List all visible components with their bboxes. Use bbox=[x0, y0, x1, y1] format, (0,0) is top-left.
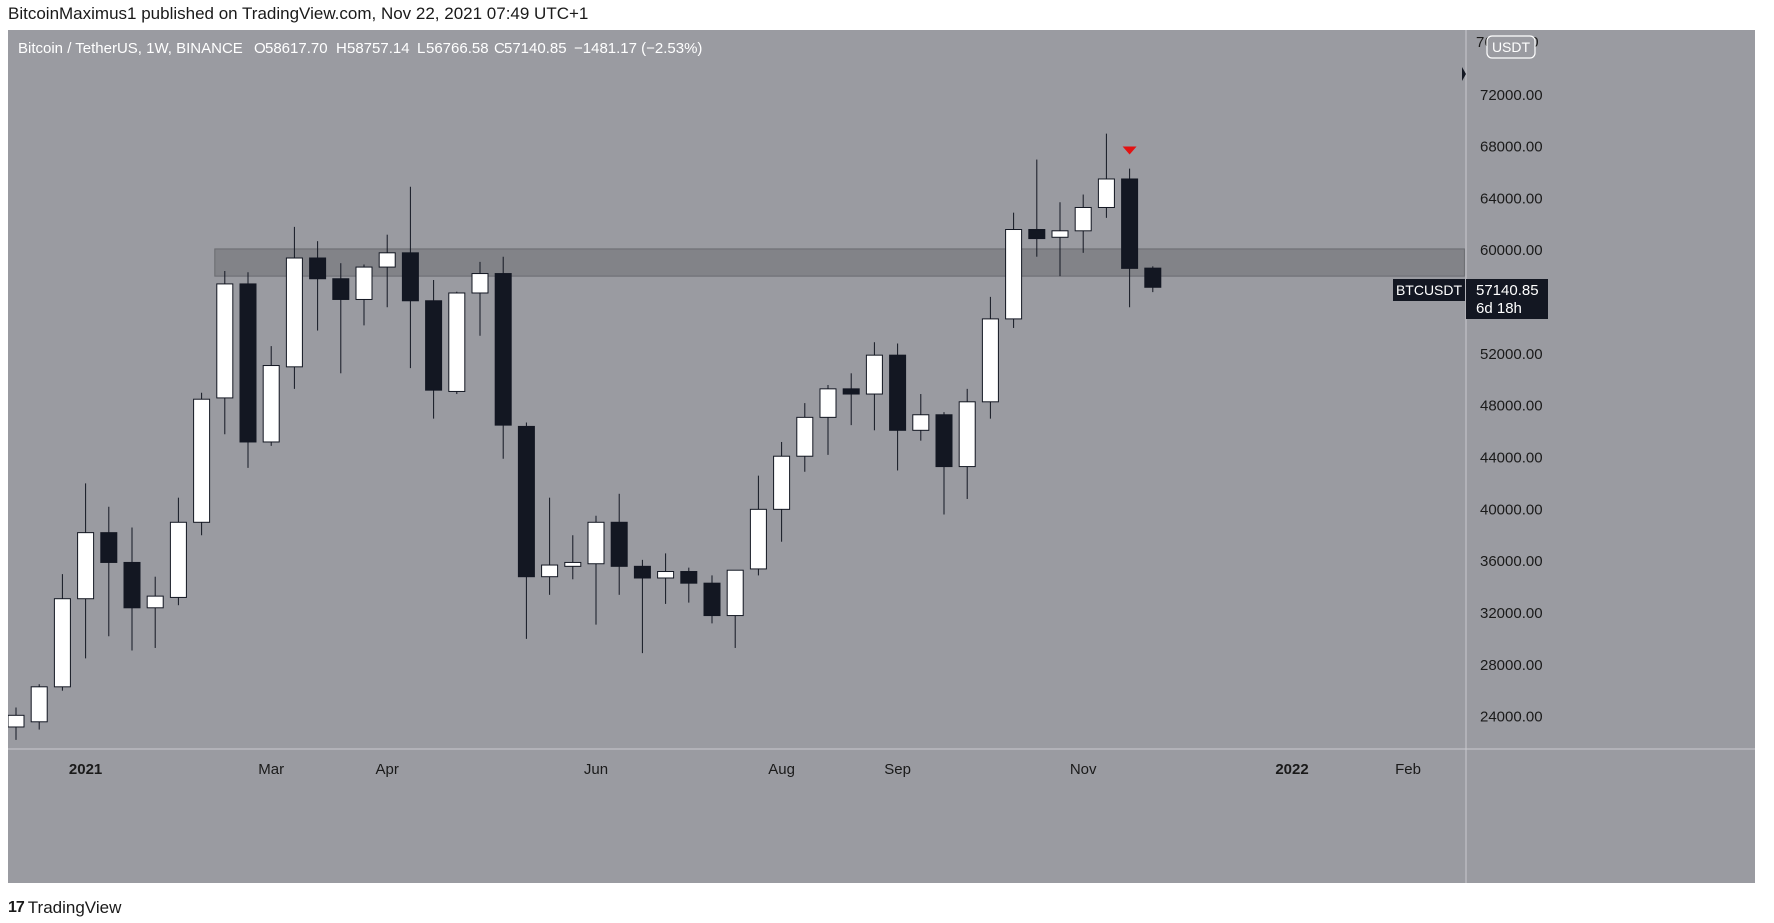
legend-open-value: 58617.70 bbox=[265, 40, 328, 57]
candle-body-bullish[interactable] bbox=[471, 273, 489, 294]
time-axis-background[interactable] bbox=[8, 749, 1755, 883]
price-axis-tick-label: 24000.00 bbox=[1480, 709, 1543, 726]
currency-badge[interactable]: USDT bbox=[1492, 39, 1531, 55]
candle-body-bearish[interactable] bbox=[123, 561, 141, 609]
price-axis-tick-label: 68000.00 bbox=[1480, 139, 1543, 156]
candle-body-bullish[interactable] bbox=[169, 521, 187, 598]
candle-body-bullish[interactable] bbox=[448, 292, 466, 392]
legend-low-label: L bbox=[417, 40, 425, 57]
last-price-countdown: 6d 18h bbox=[1476, 300, 1522, 317]
candle-body-bearish[interactable] bbox=[1028, 229, 1046, 240]
candle-body-bullish[interactable] bbox=[146, 595, 164, 609]
publisher-line: BitcoinMaximus1 published on TradingView… bbox=[8, 4, 589, 23]
price-axis-tick-label: 48000.00 bbox=[1480, 398, 1543, 415]
candle-body-bullish[interactable] bbox=[378, 252, 396, 268]
candle-body-bullish[interactable] bbox=[355, 266, 373, 300]
time-axis-label: Feb bbox=[1395, 761, 1421, 778]
legend-open-label: O bbox=[254, 40, 266, 57]
price-axis-tick-label: 36000.00 bbox=[1480, 553, 1543, 570]
axis-scroll-arrow-icon bbox=[1462, 67, 1466, 81]
candle-body-bearish[interactable] bbox=[332, 278, 350, 300]
tradingview-footer[interactable]: 17 TradingView bbox=[8, 898, 121, 918]
last-price-box bbox=[1466, 279, 1548, 319]
price-axis-tick-label: 44000.00 bbox=[1480, 450, 1543, 467]
candle-body-bullish[interactable] bbox=[53, 598, 71, 688]
price-axis-tick-label: 64000.00 bbox=[1480, 190, 1543, 207]
candle-body-bullish[interactable] bbox=[77, 532, 95, 600]
legend-change: −1481.17 (−2.53%) bbox=[574, 40, 702, 57]
currency-badge-box[interactable] bbox=[1486, 35, 1536, 59]
legend-high-label: H bbox=[336, 40, 347, 57]
candle-body-bearish[interactable] bbox=[401, 252, 419, 302]
sell-signal-marker-icon[interactable] bbox=[1122, 146, 1137, 155]
legend-low-value: 56766.58 bbox=[426, 40, 489, 57]
legend-symbol: Bitcoin / TetherUS, 1W, BINANCE bbox=[18, 40, 243, 57]
candle-body-bullish[interactable] bbox=[773, 455, 791, 510]
time-axis-label: Nov bbox=[1070, 761, 1097, 778]
price-axis-tick-label: 72000.00 bbox=[1480, 87, 1543, 104]
last-price-value: 57140.85 bbox=[1476, 282, 1539, 299]
candle-body-bullish[interactable] bbox=[1097, 178, 1115, 208]
candle-body-bearish[interactable] bbox=[517, 425, 535, 578]
candle-body-bullish[interactable] bbox=[193, 398, 211, 523]
ticker-tag-box bbox=[1393, 279, 1465, 301]
candle-body-bearish[interactable] bbox=[680, 571, 698, 584]
candle-body-bearish[interactable] bbox=[1121, 178, 1139, 269]
tradingview-logo-icon: 17 bbox=[8, 899, 25, 916]
candle-body-bearish[interactable] bbox=[842, 388, 860, 395]
candle-body-bullish[interactable] bbox=[912, 414, 930, 431]
candle-body-bearish[interactable] bbox=[1144, 267, 1162, 288]
price-axis-tick-label: 60000.00 bbox=[1480, 242, 1543, 259]
candle-body-bearish[interactable] bbox=[935, 414, 953, 468]
tradingview-brand: TradingView bbox=[27, 898, 122, 917]
candle-body-bearish[interactable] bbox=[633, 565, 651, 579]
time-axis-label: Mar bbox=[258, 761, 284, 778]
time-axis-label: 2022 bbox=[1275, 761, 1308, 778]
candle-body-bullish[interactable] bbox=[819, 388, 837, 418]
candle-body-bearish[interactable] bbox=[309, 257, 327, 280]
candle-body-bearish[interactable] bbox=[100, 532, 118, 563]
candle-body-bearish[interactable] bbox=[610, 521, 628, 567]
price-axis-tick-label: 32000.00 bbox=[1480, 605, 1543, 622]
candle-body-bullish[interactable] bbox=[726, 569, 744, 617]
candle-body-bullish[interactable] bbox=[8, 714, 25, 728]
candle-body-bullish[interactable] bbox=[958, 401, 976, 468]
candle-body-bullish[interactable] bbox=[216, 283, 234, 399]
legend-high-value: 58757.14 bbox=[347, 40, 410, 57]
candle-body-bearish[interactable] bbox=[239, 283, 257, 443]
chart-frame[interactable]: 24000.00 28000.00 32000.00 36000.00 40000.00… bbox=[8, 30, 1755, 883]
candle-body-bearish[interactable] bbox=[889, 354, 907, 431]
ticker-tag: BTCUSDT bbox=[1396, 282, 1463, 298]
time-axis-label: Aug bbox=[768, 761, 795, 778]
candle-body-bullish[interactable] bbox=[981, 318, 999, 403]
candle-body-bullish[interactable] bbox=[865, 354, 883, 395]
time-axis-label: 2021 bbox=[69, 761, 102, 778]
resistance-zone[interactable] bbox=[214, 248, 1465, 277]
candle-body-bullish[interactable] bbox=[262, 365, 280, 443]
candle-body-bullish[interactable] bbox=[541, 564, 559, 578]
time-axis-label: Apr bbox=[376, 761, 399, 778]
candle-body-bullish[interactable] bbox=[587, 521, 605, 565]
candle-body-bullish[interactable] bbox=[285, 257, 303, 368]
price-axis-tick-label: 40000.00 bbox=[1480, 501, 1543, 518]
candle-body-bullish[interactable] bbox=[30, 686, 48, 723]
legend-close-value: 57140.85 bbox=[504, 40, 567, 57]
candle-body-bearish[interactable] bbox=[703, 582, 721, 617]
price-axis-tick-label: 52000.00 bbox=[1480, 346, 1543, 363]
legend-close-label: C bbox=[494, 40, 505, 57]
price-axis-background[interactable] bbox=[1466, 30, 1755, 749]
candle-body-bullish[interactable] bbox=[1074, 206, 1092, 232]
time-axis-label: Sep bbox=[884, 761, 911, 778]
candle-body-bullish[interactable] bbox=[564, 561, 582, 567]
candle-body-bearish[interactable] bbox=[494, 273, 512, 426]
candle-body-bullish[interactable] bbox=[749, 508, 767, 570]
candle-body-bullish[interactable] bbox=[657, 571, 675, 579]
candle-body-bullish[interactable] bbox=[1051, 230, 1069, 238]
time-axis-label: Jun bbox=[584, 761, 608, 778]
price-axis-tick-label: 28000.00 bbox=[1480, 657, 1543, 674]
candle-body-bearish[interactable] bbox=[425, 300, 443, 391]
candle-body-bullish[interactable] bbox=[1005, 229, 1023, 320]
candlestick-chart[interactable]: 24000.00 28000.00 32000.00 36000.00 40000.00… bbox=[8, 30, 1755, 883]
candle-body-bullish[interactable] bbox=[796, 416, 814, 457]
